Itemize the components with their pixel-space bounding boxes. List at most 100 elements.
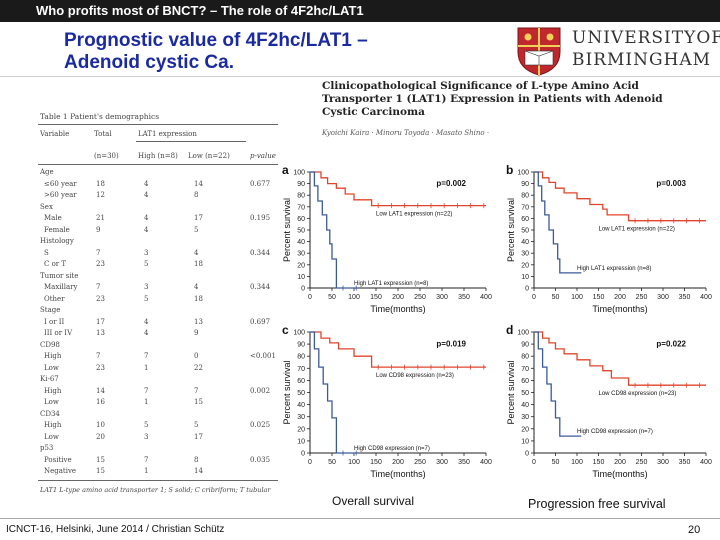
series-label-low: Low CD98 expression (n=23) bbox=[599, 391, 677, 397]
y-tick-label: 60 bbox=[521, 378, 529, 385]
table-row: Sex bbox=[38, 203, 278, 215]
table-cell-v: High bbox=[44, 421, 62, 429]
paper-title: Clinicopathological Significance of L-ty… bbox=[322, 80, 702, 119]
paper-authors: Kyoichi Kaira · Minoru Toyoda · Masato S… bbox=[322, 129, 490, 137]
survival-plot-c: c 0 10 20 30 40 50 60 70 80 90 100 0 50 100 150 200 250 30… bbox=[280, 320, 500, 485]
series-label-low: Low CD98 expression (n=23) bbox=[376, 373, 454, 379]
y-axis-label: Percent survival bbox=[506, 360, 516, 424]
x-tick-label: 400 bbox=[700, 459, 712, 466]
table-cell-p: 0.697 bbox=[250, 317, 271, 326]
table-cell-v: >60 year bbox=[44, 191, 77, 199]
y-tick-label: 80 bbox=[521, 354, 529, 361]
table-row: p53 bbox=[38, 444, 278, 456]
survival-chart-svg: b 0 10 20 30 40 50 60 70 80 90 100 0 50 100 150 200 250 30… bbox=[506, 163, 712, 314]
table-row: C or T 23 5 18 bbox=[38, 260, 278, 272]
y-tick-label: 70 bbox=[521, 204, 529, 211]
y-tick-label: 40 bbox=[297, 402, 305, 409]
table-cell-l: 9 bbox=[194, 329, 199, 337]
series-label-high: High LAT1 expression (n=8) bbox=[354, 281, 428, 287]
y-tick-label: 0 bbox=[525, 451, 529, 458]
table-row: CD34 bbox=[38, 410, 278, 422]
y-tick-label: 80 bbox=[297, 193, 305, 200]
survival-curve-low bbox=[310, 331, 486, 368]
table-cell-l: 4 bbox=[194, 283, 199, 291]
table-cell-t: 16 bbox=[96, 398, 105, 406]
table-cell-t: 7 bbox=[96, 352, 101, 360]
table-cell-v: S bbox=[44, 248, 49, 257]
x-tick-label: 0 bbox=[308, 294, 312, 301]
y-tick-label: 30 bbox=[297, 414, 305, 421]
table-cell-v: Sex bbox=[40, 202, 53, 211]
y-tick-label: 60 bbox=[297, 216, 305, 223]
y-tick-label: 30 bbox=[297, 251, 305, 258]
series-label-high: High CD98 expression (n=7) bbox=[577, 429, 653, 435]
table-cell-t: 12 bbox=[96, 191, 105, 199]
x-tick-label: 250 bbox=[636, 459, 648, 466]
y-axis-label: Percent survival bbox=[282, 198, 292, 262]
series-label-low: Low LAT1 expression (n=22) bbox=[376, 212, 452, 218]
page-number: 20 bbox=[688, 524, 701, 536]
table-cell-h: 7 bbox=[144, 352, 149, 360]
x-tick-label: 250 bbox=[414, 459, 426, 466]
x-tick-label: 0 bbox=[532, 459, 536, 466]
survival-plot-b: b 0 10 20 30 40 50 60 70 80 90 100 0 50 100 150 200 250 30… bbox=[504, 160, 720, 320]
table-cell-l: 0 bbox=[194, 352, 199, 360]
table-cell-v: Age bbox=[40, 168, 54, 176]
y-tick-label: 100 bbox=[517, 330, 529, 337]
y-tick-label: 0 bbox=[301, 286, 305, 293]
x-tick-label: 400 bbox=[700, 294, 712, 301]
table-cell-l: 15 bbox=[194, 398, 203, 406]
table-cell-v: Low bbox=[44, 432, 59, 441]
x-tick-label: 50 bbox=[552, 459, 560, 466]
x-tick-label: 300 bbox=[657, 459, 669, 466]
table-cell-v: Positive bbox=[44, 455, 72, 464]
table-cell-v: High bbox=[44, 352, 62, 360]
x-tick-label: 100 bbox=[571, 294, 583, 301]
table-row: Histology bbox=[38, 237, 278, 249]
x-tick-label: 250 bbox=[414, 294, 426, 301]
panel-letter: a bbox=[282, 163, 289, 177]
x-tick-label: 150 bbox=[370, 294, 382, 301]
table-cell-t: 20 bbox=[96, 432, 105, 441]
table-cell-h: 4 bbox=[144, 317, 149, 326]
table-cell-t: 13 bbox=[96, 329, 105, 337]
table-cell-t: 7 bbox=[96, 248, 101, 257]
x-tick-label: 400 bbox=[480, 459, 492, 466]
subheader-total: (n=30) bbox=[94, 152, 119, 160]
table-cell-v: Low bbox=[44, 398, 59, 406]
y-tick-label: 50 bbox=[521, 390, 529, 397]
table-cell-v: III or IV bbox=[44, 329, 73, 337]
y-tick-label: 30 bbox=[521, 414, 529, 421]
table-cell-l: 18 bbox=[194, 294, 203, 303]
table-cell-v: Histology bbox=[40, 237, 74, 245]
y-tick-label: 50 bbox=[297, 228, 305, 235]
x-tick-label: 0 bbox=[308, 459, 312, 466]
table-cell-v: p53 bbox=[40, 444, 54, 452]
paper-title-line-3: Cystic Carcinoma bbox=[322, 106, 425, 118]
survival-curve-high bbox=[534, 331, 582, 437]
table-cell-v: ≤60 year bbox=[44, 179, 77, 188]
table-cell-t: 23 bbox=[96, 294, 105, 303]
header-divider bbox=[0, 76, 720, 77]
y-tick-label: 10 bbox=[297, 274, 305, 281]
x-tick-label: 250 bbox=[636, 294, 648, 301]
footer-text: ICNCT-16, Helsinki, June 2014 / Christia… bbox=[6, 524, 225, 535]
table-rule-group bbox=[136, 141, 246, 142]
x-tick-label: 0 bbox=[532, 294, 536, 301]
table-cell-h: 4 bbox=[144, 179, 149, 188]
p-value: p=0.019 bbox=[436, 340, 466, 349]
y-tick-label: 10 bbox=[521, 438, 529, 445]
slide-title-line-1: Prognostic value of 4F2hc/LAT1 – bbox=[64, 30, 368, 51]
table-cell-t: 23 bbox=[96, 260, 105, 268]
x-axis-label: Time(months) bbox=[592, 304, 647, 314]
col-header-total: Total bbox=[94, 130, 112, 138]
table-cell-h: 3 bbox=[144, 248, 149, 257]
panel-letter: c bbox=[282, 323, 289, 337]
table-row: CD98 bbox=[38, 341, 278, 353]
table-row: Other 23 5 18 bbox=[38, 295, 278, 307]
survival-curve-high bbox=[310, 171, 359, 289]
table-cell-h: 1 bbox=[144, 467, 149, 475]
table-cell-l: 5 bbox=[194, 225, 199, 234]
table-cell-h: 7 bbox=[144, 455, 149, 464]
table-cell-h: 3 bbox=[144, 432, 149, 441]
